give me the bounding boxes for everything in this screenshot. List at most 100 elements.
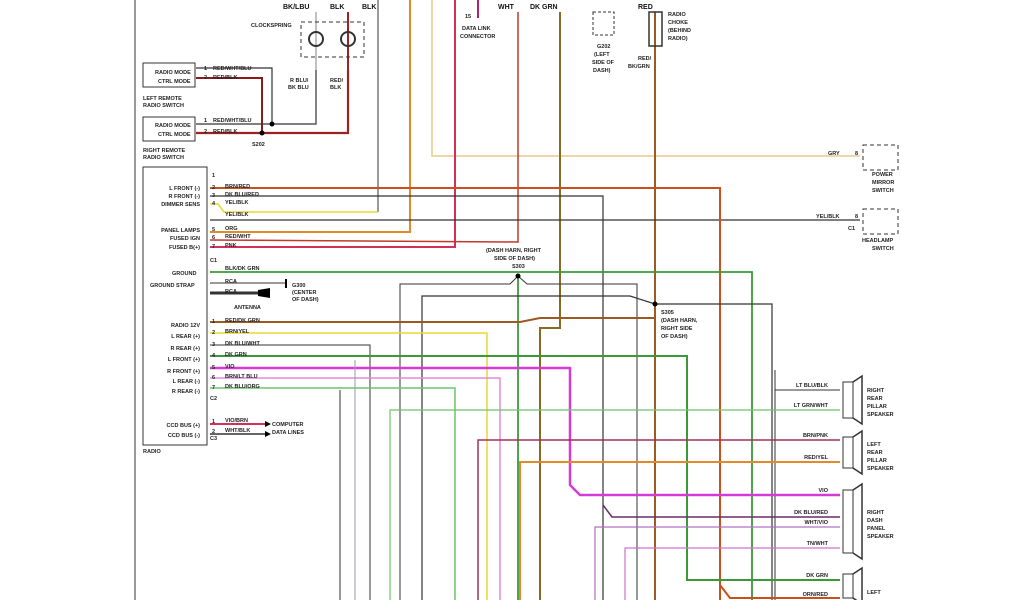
wire-label: VIO/BRN	[225, 418, 248, 424]
wire-label: DK BLU/WHT	[225, 341, 260, 347]
wire-label: BK/GRN	[628, 64, 650, 70]
wire	[519, 461, 840, 600]
power-mirror-switch	[862, 144, 899, 171]
wire-label: BLK	[330, 4, 344, 11]
splice-dot	[259, 130, 265, 136]
ground-label: G300	[292, 283, 305, 289]
clockspring-box	[300, 21, 365, 58]
radio-choke-label: RADIO)	[668, 36, 688, 42]
pin-number: 2	[212, 330, 215, 336]
wire	[431, 0, 860, 157]
speaker-name: SPEAKER	[867, 466, 894, 472]
antenna-label: ANTENNA	[234, 305, 261, 311]
wire	[210, 332, 488, 600]
speaker-4	[842, 573, 854, 599]
wire-label: BK/LBU	[283, 4, 309, 11]
pin-number: 1	[204, 118, 207, 124]
data-link-label: DATA LINK	[462, 26, 491, 32]
wire-label: YEL/BLK	[225, 200, 249, 206]
wire-label: PNK	[225, 243, 237, 249]
pin-number: 6	[212, 375, 215, 381]
wire-label: VIO	[819, 488, 829, 494]
wire-label: BRN/RED	[225, 184, 250, 190]
clockspring-coil	[308, 31, 324, 47]
wire-label: BRN/LT BLU	[225, 374, 258, 380]
wire	[421, 295, 773, 600]
wire	[196, 70, 317, 125]
splice-label: (DASH HARN,	[661, 318, 698, 324]
pin-number: 4	[212, 201, 216, 207]
wire	[210, 366, 840, 497]
splice-label: OF DASH)	[661, 334, 688, 340]
computer-label: DATA LINES	[272, 430, 304, 436]
wire-label: DK BLU/RED	[794, 510, 828, 516]
wire	[210, 187, 721, 600]
speaker-name: RIGHT	[867, 510, 885, 516]
speaker-name: PANEL	[867, 526, 886, 532]
speaker-cone-icon	[852, 566, 863, 600]
pin-number: 2	[212, 429, 215, 435]
wire	[210, 0, 456, 248]
wire	[602, 504, 840, 518]
connector-label: C2	[210, 396, 217, 402]
wire	[719, 584, 840, 599]
splice-label: SIDE OF DASH)	[494, 256, 535, 262]
ground-label: (CENTER	[292, 290, 316, 296]
pin-number: 5	[212, 365, 215, 371]
arrow-icon	[265, 421, 271, 427]
pin-label: 8	[855, 151, 858, 157]
clockspring-coil	[340, 31, 356, 47]
wire-label: DK GRN	[530, 4, 558, 11]
splice-label: S305	[661, 310, 674, 316]
pin-number: 2	[204, 129, 207, 135]
speaker-labels: LT BLU/BLK LT GRN/WHT RIGHT REAR PILLAR SPEAK…	[794, 383, 894, 598]
pin-label: R FRONT (+)	[167, 369, 200, 375]
radio-title: RADIO	[143, 449, 161, 455]
switch-pin-label: CTRL MODE	[158, 132, 191, 138]
speaker-name: SPEAKER	[867, 534, 894, 540]
power-mirror-label: SWITCH	[872, 188, 894, 194]
wires	[134, 0, 860, 600]
left-remote-switch-title: LEFT REMOTE	[143, 96, 182, 102]
wire-label: ORN/RED	[803, 592, 828, 598]
data-link-label: CONNECTOR	[460, 34, 495, 40]
wire	[196, 67, 273, 125]
speaker-cone-icon	[852, 482, 863, 561]
wire-label: BRN/YEL	[225, 329, 250, 335]
pin-label: L REAR (-)	[173, 379, 201, 385]
wire-label: DK GRN	[806, 573, 828, 579]
pin-number: 4	[212, 353, 216, 359]
ground-label: DASH)	[593, 68, 611, 74]
wire-label: RED/WHT	[225, 234, 251, 240]
wire-label: R BLU/	[290, 78, 309, 84]
clockspring-label: CLOCKSPRING	[251, 23, 292, 29]
radio-choke-label: RADIO	[668, 12, 686, 18]
ground-label: OF DASH)	[292, 297, 319, 303]
wire-label: TN/WHT	[807, 541, 829, 547]
pin-label: DIMMER SENS	[161, 202, 200, 208]
pin-number: 1	[212, 419, 215, 425]
radio-box	[142, 166, 208, 446]
wire-label: DK GRN	[225, 352, 247, 358]
wire	[210, 387, 456, 600]
wire-label: RED/WHT/BLU	[213, 118, 252, 124]
pin-label: 15	[465, 14, 471, 20]
splice-label: (DASH HARN, RIGHT	[486, 248, 542, 254]
speaker-cone-icon	[852, 374, 863, 426]
splice-dot	[515, 273, 521, 279]
wire	[210, 271, 753, 600]
pin-label-ground: GROUND	[172, 271, 196, 277]
wire-label: ORG	[225, 226, 238, 232]
wire	[210, 195, 604, 600]
speaker-1	[842, 381, 854, 419]
wire-label: RED/DK GRN	[225, 318, 260, 324]
splice-dot	[652, 301, 658, 307]
wire	[209, 12, 519, 243]
left-remote-switch-title: RADIO SWITCH	[143, 103, 184, 109]
radio-choke-label: CHOKE	[668, 20, 688, 26]
wire	[196, 77, 263, 133]
wire-label: BLK	[362, 4, 376, 11]
wire-label: WHT	[498, 4, 515, 11]
wire-label: LT GRN/WHT	[794, 403, 829, 409]
